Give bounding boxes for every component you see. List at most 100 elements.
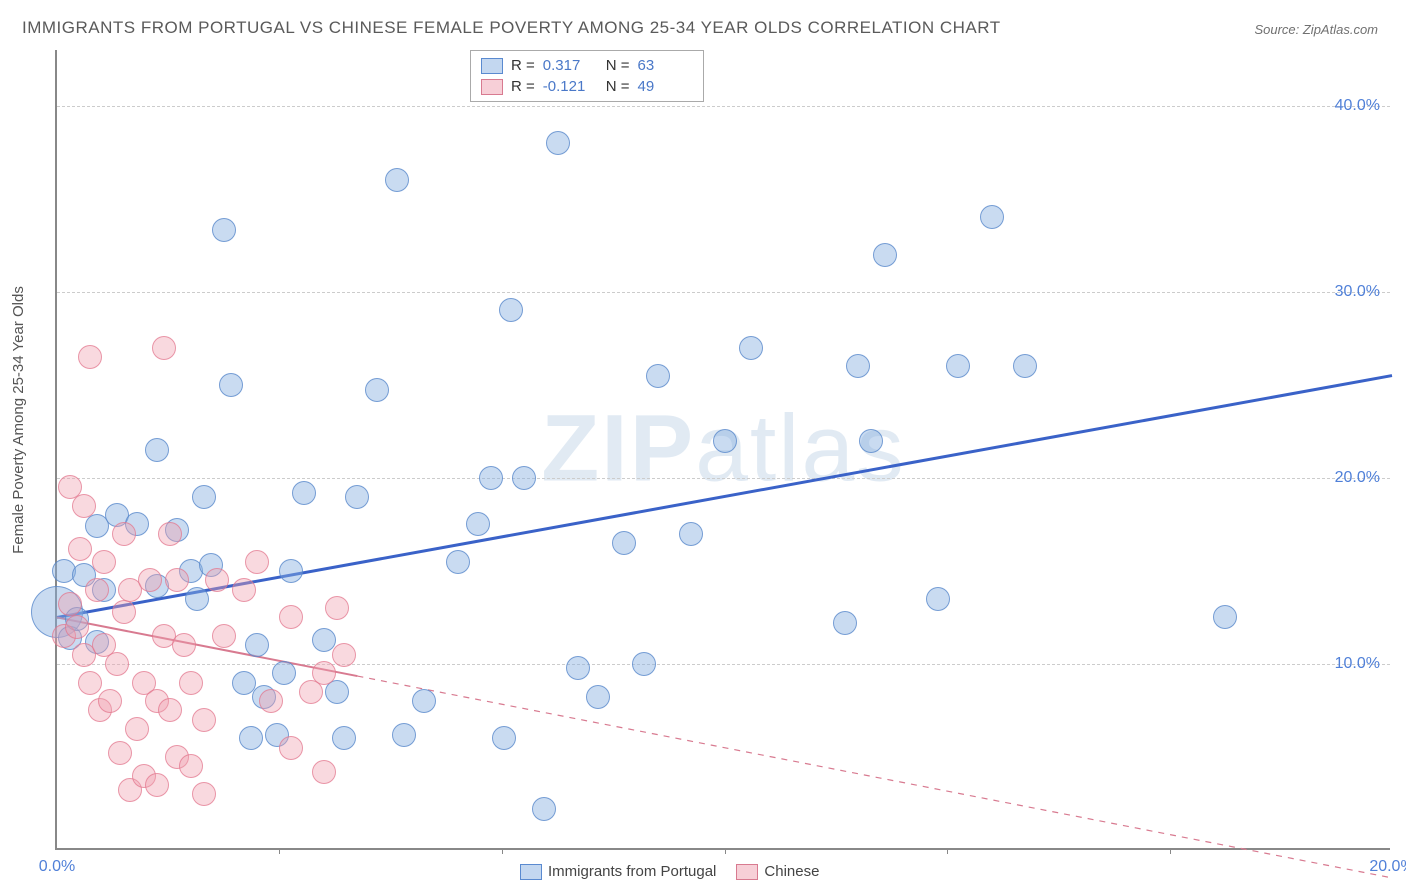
data-point (165, 568, 189, 592)
data-point (612, 531, 636, 555)
r-value-pink: -0.121 (543, 78, 598, 95)
data-point (279, 736, 303, 760)
data-point (72, 494, 96, 518)
data-point (980, 205, 1004, 229)
legend-stats-row: R = -0.121 N = 49 (481, 76, 693, 97)
data-point (385, 168, 409, 192)
data-point (466, 512, 490, 536)
data-point (412, 689, 436, 713)
plot-area: ZIPatlas 10.0%20.0%30.0%40.0%0.0%20.0% (55, 50, 1390, 850)
data-point (78, 671, 102, 695)
data-point (679, 522, 703, 546)
data-point (158, 522, 182, 546)
data-point (499, 298, 523, 322)
data-point (212, 624, 236, 648)
legend-bottom: Immigrants from Portugal Chinese (520, 863, 819, 880)
data-point (272, 661, 296, 685)
data-point (239, 726, 263, 750)
data-point (192, 782, 216, 806)
data-point (479, 466, 503, 490)
data-point (279, 605, 303, 629)
swatch-blue-icon (520, 864, 542, 880)
data-point (219, 373, 243, 397)
data-point (245, 633, 269, 657)
data-point (946, 354, 970, 378)
legend-stats-box: R = 0.317 N = 63 R = -0.121 N = 49 (470, 50, 704, 102)
data-point (345, 485, 369, 509)
chart-title: IMMIGRANTS FROM PORTUGAL VS CHINESE FEMA… (22, 18, 1001, 38)
data-point (145, 773, 169, 797)
data-point (232, 578, 256, 602)
data-point (158, 698, 182, 722)
data-point (179, 671, 203, 695)
data-point (532, 797, 556, 821)
data-point (245, 550, 269, 574)
data-point (833, 611, 857, 635)
data-point (98, 689, 122, 713)
data-point (873, 243, 897, 267)
data-point (512, 466, 536, 490)
x-tick-label: 20.0% (1369, 858, 1406, 876)
data-point (632, 652, 656, 676)
data-point (205, 568, 229, 592)
data-point (108, 741, 132, 765)
data-point (192, 485, 216, 509)
data-point (312, 661, 336, 685)
data-point (212, 218, 236, 242)
swatch-blue-icon (481, 58, 503, 74)
n-label: N = (606, 57, 630, 74)
r-label: R = (511, 78, 535, 95)
data-point (152, 336, 176, 360)
data-point (138, 568, 162, 592)
data-point (365, 378, 389, 402)
data-point (859, 429, 883, 453)
data-point (65, 615, 89, 639)
data-point (446, 550, 470, 574)
data-point (586, 685, 610, 709)
data-point (312, 760, 336, 784)
swatch-pink-icon (481, 79, 503, 95)
data-point (259, 689, 283, 713)
data-point (546, 131, 570, 155)
data-point (179, 754, 203, 778)
data-point (172, 633, 196, 657)
data-point (332, 726, 356, 750)
data-point (392, 723, 416, 747)
legend-item: Immigrants from Portugal (520, 863, 716, 880)
data-point (185, 587, 209, 611)
legend-label: Chinese (764, 863, 819, 880)
data-point (145, 438, 169, 462)
data-point (646, 364, 670, 388)
data-point (68, 537, 92, 561)
data-point (332, 643, 356, 667)
data-point (846, 354, 870, 378)
data-point (92, 550, 116, 574)
data-point (926, 587, 950, 611)
data-point (713, 429, 737, 453)
data-point (325, 596, 349, 620)
data-point (58, 592, 82, 616)
y-axis-label: Female Poverty Among 25-34 Year Olds (10, 286, 27, 554)
data-point (105, 652, 129, 676)
data-point (292, 481, 316, 505)
n-value-blue: 63 (638, 57, 693, 74)
legend-stats-row: R = 0.317 N = 63 (481, 55, 693, 76)
legend-item: Chinese (736, 863, 819, 880)
data-point (1013, 354, 1037, 378)
x-tick-label: 0.0% (39, 858, 75, 876)
data-point (1213, 605, 1237, 629)
data-point (566, 656, 590, 680)
swatch-pink-icon (736, 864, 758, 880)
n-label: N = (606, 78, 630, 95)
source-attribution: Source: ZipAtlas.com (1254, 22, 1378, 37)
data-point (78, 345, 102, 369)
n-value-pink: 49 (638, 78, 693, 95)
r-value-blue: 0.317 (543, 57, 598, 74)
r-label: R = (511, 57, 535, 74)
data-point (192, 708, 216, 732)
legend-label: Immigrants from Portugal (548, 863, 716, 880)
data-point (112, 522, 136, 546)
data-point (279, 559, 303, 583)
data-point (85, 578, 109, 602)
data-point (492, 726, 516, 750)
